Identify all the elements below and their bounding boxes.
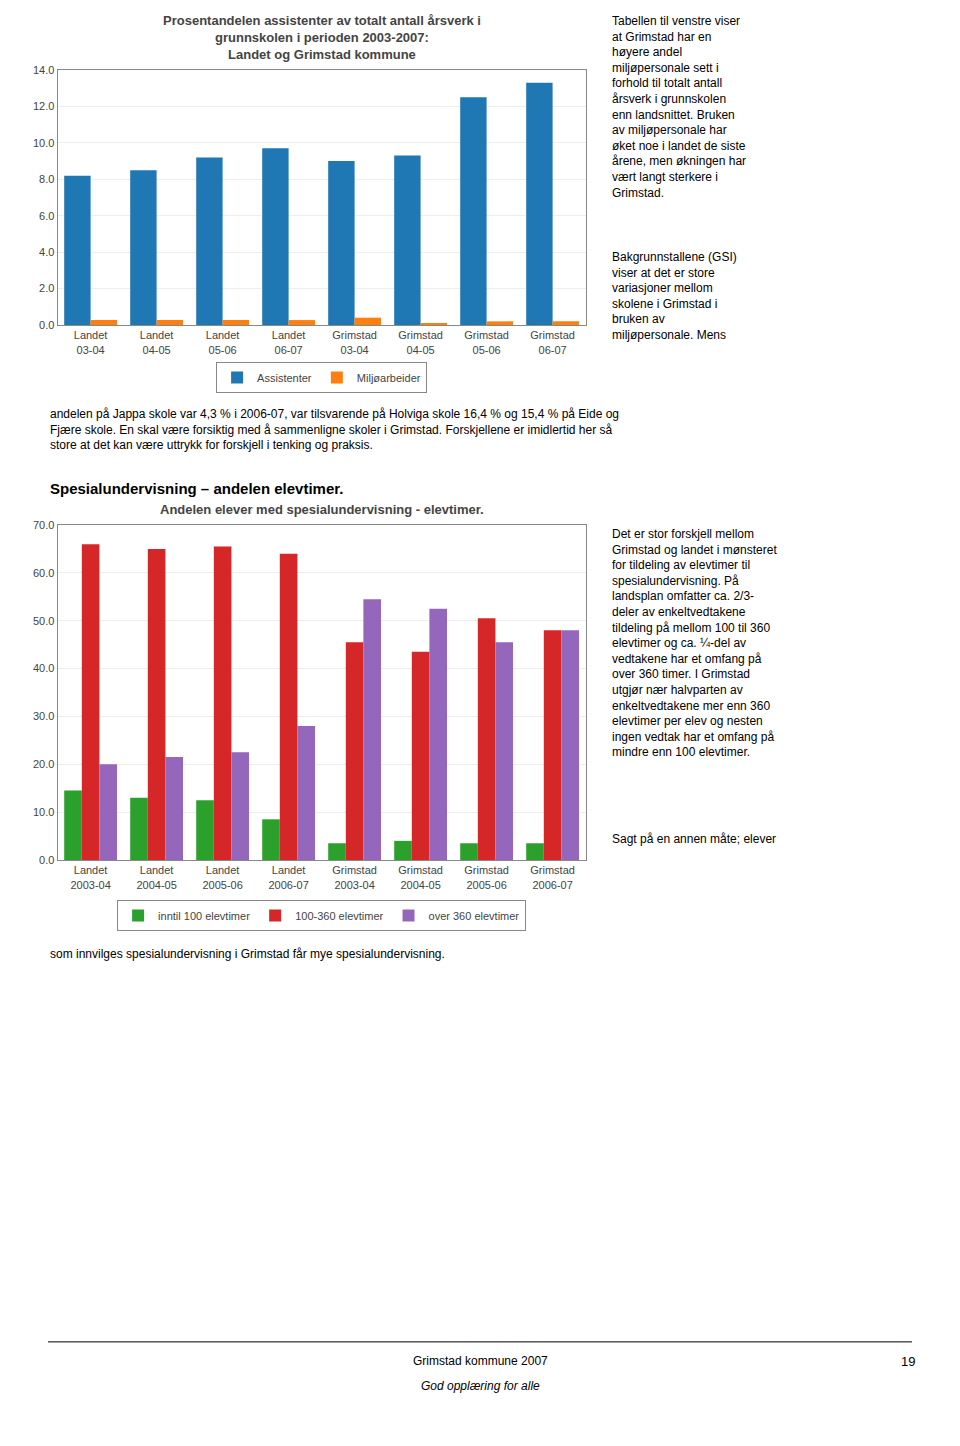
svg-text:andelen på Jappa skole var 4,3: andelen på Jappa skole var 4,3 % i 2006-… bbox=[50, 407, 619, 452]
svg-text:20.0: 20.0 bbox=[33, 758, 54, 770]
svg-text:Det er stor forskjell mellomGr: Det er stor forskjell mellomGrimstad og … bbox=[612, 527, 777, 759]
svg-text:God opplæring for alle: God opplæring for alle bbox=[421, 1379, 540, 1393]
svg-text:Grimstad03-04: Grimstad03-04 bbox=[332, 329, 377, 355]
svg-text:Spesialundervisning – andelen: Spesialundervisning – andelen elevtimer. bbox=[50, 480, 343, 497]
svg-text:Landet2006-07: Landet2006-07 bbox=[268, 864, 308, 890]
svg-text:12.0: 12.0 bbox=[33, 100, 54, 112]
svg-text:Miljøarbeider: Miljøarbeider bbox=[357, 372, 421, 384]
svg-text:Landet03-04: Landet03-04 bbox=[74, 329, 108, 355]
svg-text:Landet05-06: Landet05-06 bbox=[206, 329, 240, 355]
svg-text:Grimstad2005-06: Grimstad2005-06 bbox=[464, 864, 509, 890]
svg-text:0.0: 0.0 bbox=[39, 854, 54, 866]
svg-text:Landet04-05: Landet04-05 bbox=[140, 329, 174, 355]
svg-text:30.0: 30.0 bbox=[33, 710, 54, 722]
svg-text:Landet06-07: Landet06-07 bbox=[272, 329, 306, 355]
svg-text:Grimstad2004-05: Grimstad2004-05 bbox=[398, 864, 443, 890]
svg-text:40.0: 40.0 bbox=[33, 662, 54, 674]
svg-text:Grimstad04-05: Grimstad04-05 bbox=[398, 329, 443, 355]
svg-text:Grimstad06-07: Grimstad06-07 bbox=[530, 329, 575, 355]
svg-text:Grimstad kommune 2007: Grimstad kommune 2007 bbox=[413, 1354, 548, 1368]
svg-text:Tabellen til venstre viserat G: Tabellen til venstre viserat Grimstad ha… bbox=[612, 14, 746, 200]
svg-text:Andelen elever med spesialunde: Andelen elever med spesialundervisning -… bbox=[160, 502, 484, 517]
svg-text:10.0: 10.0 bbox=[33, 137, 54, 149]
svg-text:Landet2003-04: Landet2003-04 bbox=[70, 864, 110, 890]
svg-text:50.0: 50.0 bbox=[33, 615, 54, 627]
svg-text:70.0: 70.0 bbox=[33, 519, 54, 531]
svg-text:10.0: 10.0 bbox=[33, 806, 54, 818]
svg-text:over 360 elevtimer: over 360 elevtimer bbox=[429, 910, 520, 922]
svg-text:som innvilges spesialundervisn: som innvilges spesialundervisning i Grim… bbox=[50, 947, 445, 961]
svg-text:Bakgrunnstallene (GSI)viser at: Bakgrunnstallene (GSI)viser at det er st… bbox=[612, 250, 737, 342]
svg-text:Assistenter: Assistenter bbox=[257, 372, 312, 384]
svg-text:2.0: 2.0 bbox=[39, 282, 54, 294]
svg-text:Sagt på en annen måte; elever: Sagt på en annen måte; elever bbox=[612, 832, 776, 846]
svg-text:inntil 100 elevtimer: inntil 100 elevtimer bbox=[158, 910, 250, 922]
svg-text:0.0: 0.0 bbox=[39, 319, 54, 331]
svg-text:Landet2004-05: Landet2004-05 bbox=[136, 864, 176, 890]
svg-text:100-360 elevtimer: 100-360 elevtimer bbox=[295, 910, 383, 922]
svg-text:19: 19 bbox=[901, 1354, 915, 1369]
svg-text:4.0: 4.0 bbox=[39, 246, 54, 258]
svg-text:60.0: 60.0 bbox=[33, 567, 54, 579]
svg-text:8.0: 8.0 bbox=[39, 173, 54, 185]
svg-text:Grimstad05-06: Grimstad05-06 bbox=[464, 329, 509, 355]
svg-text:6.0: 6.0 bbox=[39, 210, 54, 222]
svg-text:Grimstad2003-04: Grimstad2003-04 bbox=[332, 864, 377, 890]
svg-text:Landet2005-06: Landet2005-06 bbox=[202, 864, 242, 890]
svg-text:Grimstad2006-07: Grimstad2006-07 bbox=[530, 864, 575, 890]
svg-text:14.0: 14.0 bbox=[33, 64, 54, 76]
svg-text:Prosentandelen assistenter av: Prosentandelen assistenter av totalt ant… bbox=[163, 13, 481, 62]
